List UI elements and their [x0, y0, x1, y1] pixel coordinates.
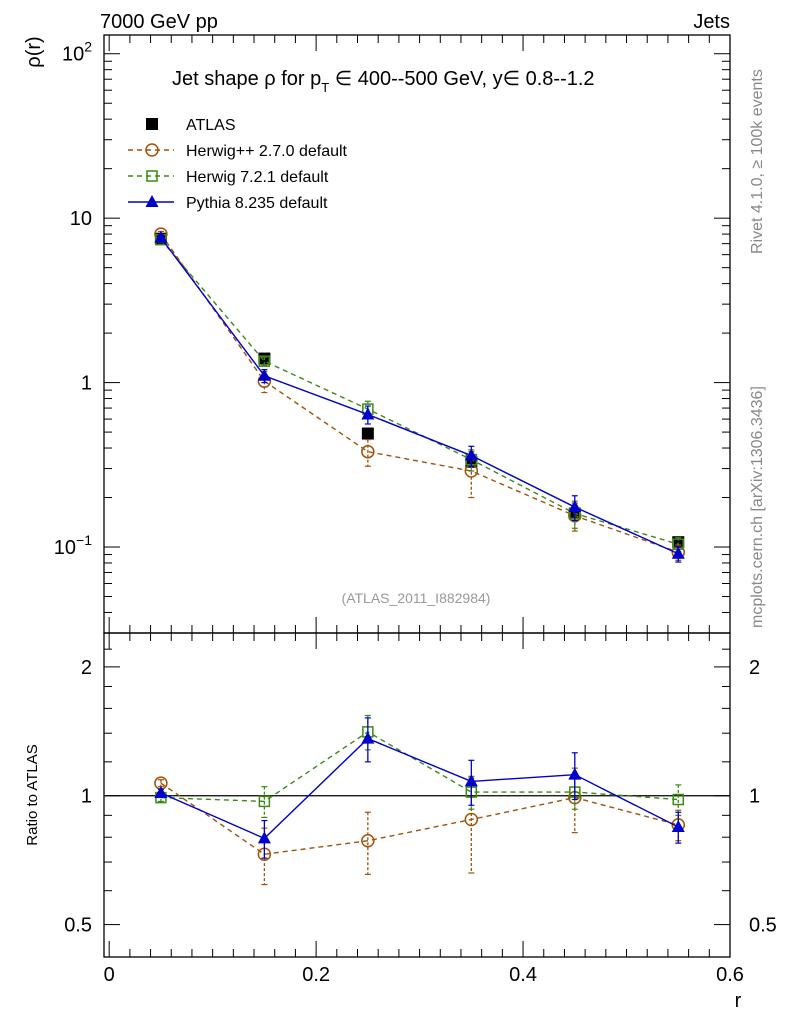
analysis-watermark: (ATLAS_2011_I882984) [342, 590, 491, 606]
ratio-y-tick-label: 0.5 [64, 915, 92, 937]
ratio-data-point [154, 785, 168, 798]
ratio-data-point [258, 795, 271, 808]
ratio-data-point [361, 833, 375, 848]
x-tick-label: 0.6 [716, 964, 744, 986]
ratio-y-tick-label-right: 2 [749, 657, 760, 679]
ratio-data-point [672, 793, 685, 806]
main-data-point [258, 355, 271, 367]
main-data-point [361, 427, 374, 440]
main-y-tick-label: 10 [70, 208, 92, 230]
main-y-axis-title: ρ(r) [23, 36, 45, 67]
ratio-y-axis: 0.5 0.5 1 1 2 2 [64, 648, 777, 937]
main-data-point [154, 230, 168, 243]
main-data-point [257, 368, 271, 381]
main-y-tick-label: 10−1 [54, 532, 92, 559]
ratio-data-point [671, 820, 685, 833]
main-y-tick-label: 1 [81, 373, 92, 395]
main-series-herwig7 [155, 233, 685, 553]
x-tick-label: 0.2 [302, 964, 330, 986]
ratio-series-line [160, 782, 679, 855]
ratio-y-axis-title: Ratio to ATLAS [24, 744, 41, 845]
main-series-line [160, 237, 679, 555]
ratio-y-tick-label: 2 [81, 657, 92, 679]
main-data-point [361, 444, 375, 459]
chart-title: Jet shape ρ for pT ∈ 400--500 GeV, y∈ 0.… [172, 68, 595, 95]
main-data-point [464, 448, 478, 461]
x-tick-label: 0 [104, 964, 115, 986]
ratio-series-line [160, 731, 679, 803]
main-series-herwigpp [154, 227, 686, 561]
main-series-line [160, 239, 679, 545]
legend-marker-atlas [146, 118, 158, 130]
ratio-series-line [160, 737, 679, 840]
main-y-tick-label: 102 [62, 39, 92, 66]
main-data-point [568, 500, 582, 513]
main-series-atlas [154, 232, 685, 549]
legend-herwig7-label: Herwig 7.2.1 default [186, 169, 329, 186]
main-data-point [361, 407, 375, 420]
ratio-y-tick-label-right: 1 [749, 786, 760, 808]
x-tick-label: 0.4 [509, 964, 537, 986]
ratio-data-point [257, 831, 271, 844]
mcplots-source-label: mcplots.cern.ch [arXiv:1306.3436] [749, 386, 766, 628]
ratio-data-point [568, 767, 582, 780]
ratio-series-herwigpp [154, 767, 686, 886]
legend-marker-pythia [145, 195, 159, 207]
x-axis: 0 0.2 0.4 0.6 [104, 35, 744, 986]
header-left-label: 7000 GeV pp [100, 11, 218, 33]
main-series [154, 227, 686, 563]
ratio-data-point [464, 812, 479, 827]
legend: ATLAS Herwig++ 2.7.0 default Herwig 7.2.… [128, 117, 348, 212]
ratio-series-herwig7 [155, 714, 685, 819]
x-axis-title: r [735, 990, 742, 1012]
legend-atlas-label: ATLAS [186, 117, 236, 134]
legend-pythia-label: Pythia 8.235 default [186, 195, 328, 212]
ratio-plot-frame [103, 632, 731, 958]
ratio-y-tick-label: 1 [81, 786, 92, 808]
ratio-data-point [464, 774, 478, 787]
main-series-pythia [154, 230, 685, 563]
legend-marker-herwigpp [145, 143, 159, 157]
ratio-series [154, 714, 686, 886]
ratio-y-tick-label-right: 0.5 [749, 915, 777, 937]
main-series-line [160, 233, 679, 553]
legend-marker-herwig7 [146, 170, 158, 182]
main-y-axis: 102 10 1 10−1 [54, 39, 730, 634]
rivet-version-label: Rivet 4.1.0, ≥ 100k events [749, 69, 766, 254]
ratio-data-point [361, 731, 375, 744]
legend-herwigpp-label: Herwig++ 2.7.0 default [186, 143, 348, 160]
ratio-series-pythia [154, 717, 685, 859]
header-right-label: Jets [693, 11, 730, 33]
main-data-point [671, 546, 685, 559]
